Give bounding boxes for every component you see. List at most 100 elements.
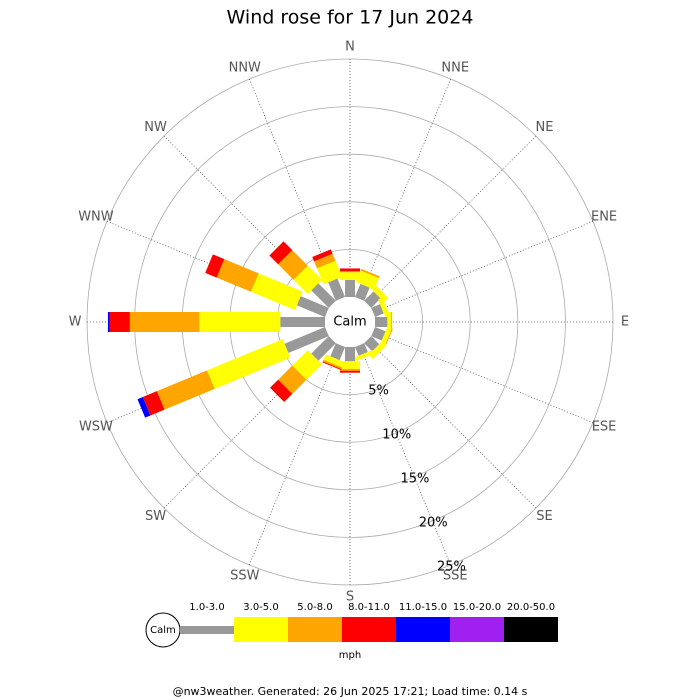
bar-segment: [137, 397, 151, 418]
bar-segment: [322, 359, 343, 370]
bar-segment: [360, 268, 380, 279]
bar-segment: [364, 336, 380, 352]
direction-label: NE: [535, 120, 553, 135]
legend-swatch: [504, 617, 558, 642]
direction-label: SSE: [443, 569, 468, 584]
bar-segment: [387, 312, 392, 332]
calm-label: Calm: [333, 315, 366, 330]
bar-segment: [216, 259, 259, 292]
bars: [107, 241, 393, 418]
direction-label: NNE: [441, 60, 469, 75]
bar-segment: [322, 361, 342, 371]
bar-segment: [328, 278, 346, 301]
direction-label: SSW: [230, 569, 260, 584]
bar-segment: [370, 283, 389, 302]
legend-swatch: [180, 626, 234, 634]
bar-segment: [107, 312, 110, 332]
bar-segment: [371, 304, 384, 318]
bar-segment: [293, 265, 322, 294]
legend-swatch: [288, 617, 342, 642]
bar-segment: [316, 260, 343, 285]
chart-title: Wind rose for 17 Jun 2024: [227, 7, 474, 29]
direction-label: ENE: [591, 209, 617, 224]
footer: @nw3weather. Generated: 26 Jun 2025 17:2…: [173, 685, 528, 698]
direction-label: NNW: [229, 60, 261, 75]
bar-segment: [354, 343, 368, 356]
bar-segment: [129, 312, 200, 332]
legend-swatch: [450, 617, 504, 642]
bar-segment: [345, 279, 355, 297]
bar-segment: [312, 249, 333, 262]
bar-segment: [378, 297, 391, 319]
spoke: [359, 78, 452, 300]
bar-segment: [292, 350, 322, 380]
bar-segment: [205, 254, 225, 278]
direction-label: SE: [536, 509, 552, 524]
direction-label: WNW: [78, 209, 114, 224]
bar-segment: [340, 361, 360, 369]
bar-segment: [340, 368, 360, 371]
ring-label: 20%: [419, 515, 448, 530]
bar-segment: [340, 370, 360, 373]
direction-label: E: [621, 315, 629, 330]
spoke: [372, 220, 594, 313]
legend-label: 5.0-8.0: [297, 602, 332, 613]
bar-segment: [340, 271, 360, 273]
direction-label: SW: [145, 509, 166, 524]
bar-segment: [156, 370, 215, 410]
bar-segment: [278, 250, 308, 280]
ring-label: 10%: [382, 427, 411, 442]
bar-segment: [206, 339, 291, 389]
bar-segment: [314, 253, 336, 269]
legend-label: 15.0-20.0: [453, 602, 501, 613]
unit-label: mph: [339, 650, 361, 661]
legend-swatch: [234, 617, 288, 642]
bar-segment: [250, 273, 303, 311]
direction-label: WSW: [79, 420, 113, 435]
bar-segment: [323, 354, 345, 368]
bar-segment: [340, 272, 360, 280]
bar-segment: [109, 312, 130, 332]
legend-label: 1.0-3.0: [189, 602, 224, 613]
bar-segment: [364, 291, 381, 308]
spoke: [248, 344, 341, 566]
bar-segment: [353, 350, 374, 362]
direction-label: NW: [144, 120, 167, 135]
legend-label: 3.0-5.0: [243, 602, 278, 613]
spoke: [367, 339, 537, 509]
bar-segment: [311, 283, 336, 308]
bar-segment: [368, 340, 387, 359]
direction-label: N: [345, 40, 355, 55]
direction-label: S: [346, 590, 354, 605]
bar-segment: [371, 326, 386, 341]
bar-segment: [330, 343, 346, 361]
ring-label: 25%: [437, 559, 466, 574]
bar-segment: [384, 328, 393, 348]
legend-calm-label: Calm: [150, 625, 176, 636]
bar-segment: [354, 283, 370, 301]
bar-segment: [311, 336, 336, 361]
legend-label: 8.0-11.0: [348, 602, 390, 613]
legend-label: 20.0-50.0: [507, 602, 555, 613]
bar-segment: [284, 326, 329, 353]
bar-segment: [269, 241, 293, 265]
legend-label: 11.0-15.0: [399, 602, 447, 613]
bar-segment: [345, 347, 355, 362]
bar-segment: [280, 317, 325, 327]
ring-label: 5%: [368, 383, 389, 398]
spoke: [372, 331, 594, 424]
spoke: [367, 135, 537, 305]
bar-segment: [278, 365, 307, 394]
legend-swatch: [396, 617, 450, 642]
legend-swatch: [342, 617, 396, 642]
bar-segment: [391, 312, 393, 332]
direction-label: ESE: [592, 420, 617, 435]
calm-circle: [325, 297, 375, 347]
spoke: [359, 344, 452, 566]
bar-segment: [142, 391, 165, 416]
direction-label: W: [69, 315, 82, 330]
bar-segment: [199, 312, 281, 332]
ring-label: 15%: [401, 471, 430, 486]
bar-segment: [375, 317, 388, 327]
